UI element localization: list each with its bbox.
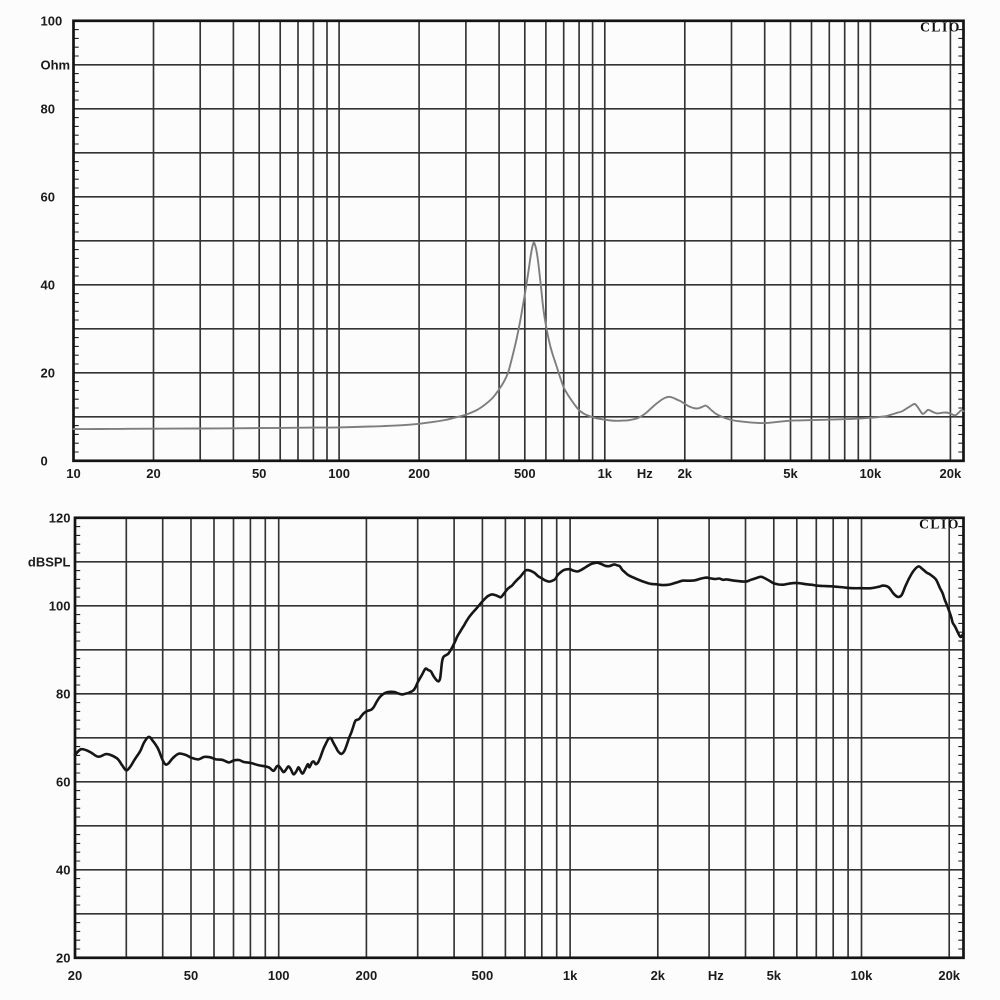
svg-text:20k: 20k [940,466,962,481]
svg-text:40: 40 [56,862,70,877]
svg-text:80: 80 [41,101,55,116]
svg-text:200: 200 [356,968,378,983]
svg-text:2k: 2k [678,466,693,481]
svg-text:CLIO: CLIO [919,517,960,532]
svg-text:100: 100 [41,13,63,28]
svg-text:5k: 5k [783,466,798,481]
svg-text:20: 20 [146,466,160,481]
svg-text:1k: 1k [563,968,578,983]
svg-text:80: 80 [56,686,70,701]
svg-text:200: 200 [408,466,430,481]
svg-text:CLIO: CLIO [920,19,961,34]
svg-text:500: 500 [514,466,536,481]
svg-text:500: 500 [472,968,494,983]
svg-text:dBSPL: dBSPL [28,554,71,569]
svg-text:20: 20 [41,365,55,380]
svg-text:0: 0 [41,453,48,468]
svg-text:20k: 20k [938,968,960,983]
svg-text:60: 60 [56,774,70,789]
svg-text:100: 100 [49,598,71,613]
svg-text:50: 50 [184,968,198,983]
svg-text:120: 120 [49,510,71,525]
svg-text:20: 20 [68,968,82,983]
svg-text:Hz: Hz [637,466,653,481]
svg-text:Ohm: Ohm [41,57,71,72]
svg-text:10k: 10k [860,466,882,481]
svg-text:Hz: Hz [708,968,724,983]
svg-text:40: 40 [41,277,55,292]
svg-text:1k: 1k [598,466,613,481]
svg-text:100: 100 [268,968,290,983]
svg-text:2k: 2k [651,968,666,983]
svg-text:10k: 10k [851,968,873,983]
svg-text:20: 20 [56,950,70,965]
svg-text:50: 50 [252,466,266,481]
svg-text:10: 10 [66,466,80,481]
svg-text:5k: 5k [767,968,782,983]
svg-text:60: 60 [41,189,55,204]
svg-text:100: 100 [328,466,350,481]
